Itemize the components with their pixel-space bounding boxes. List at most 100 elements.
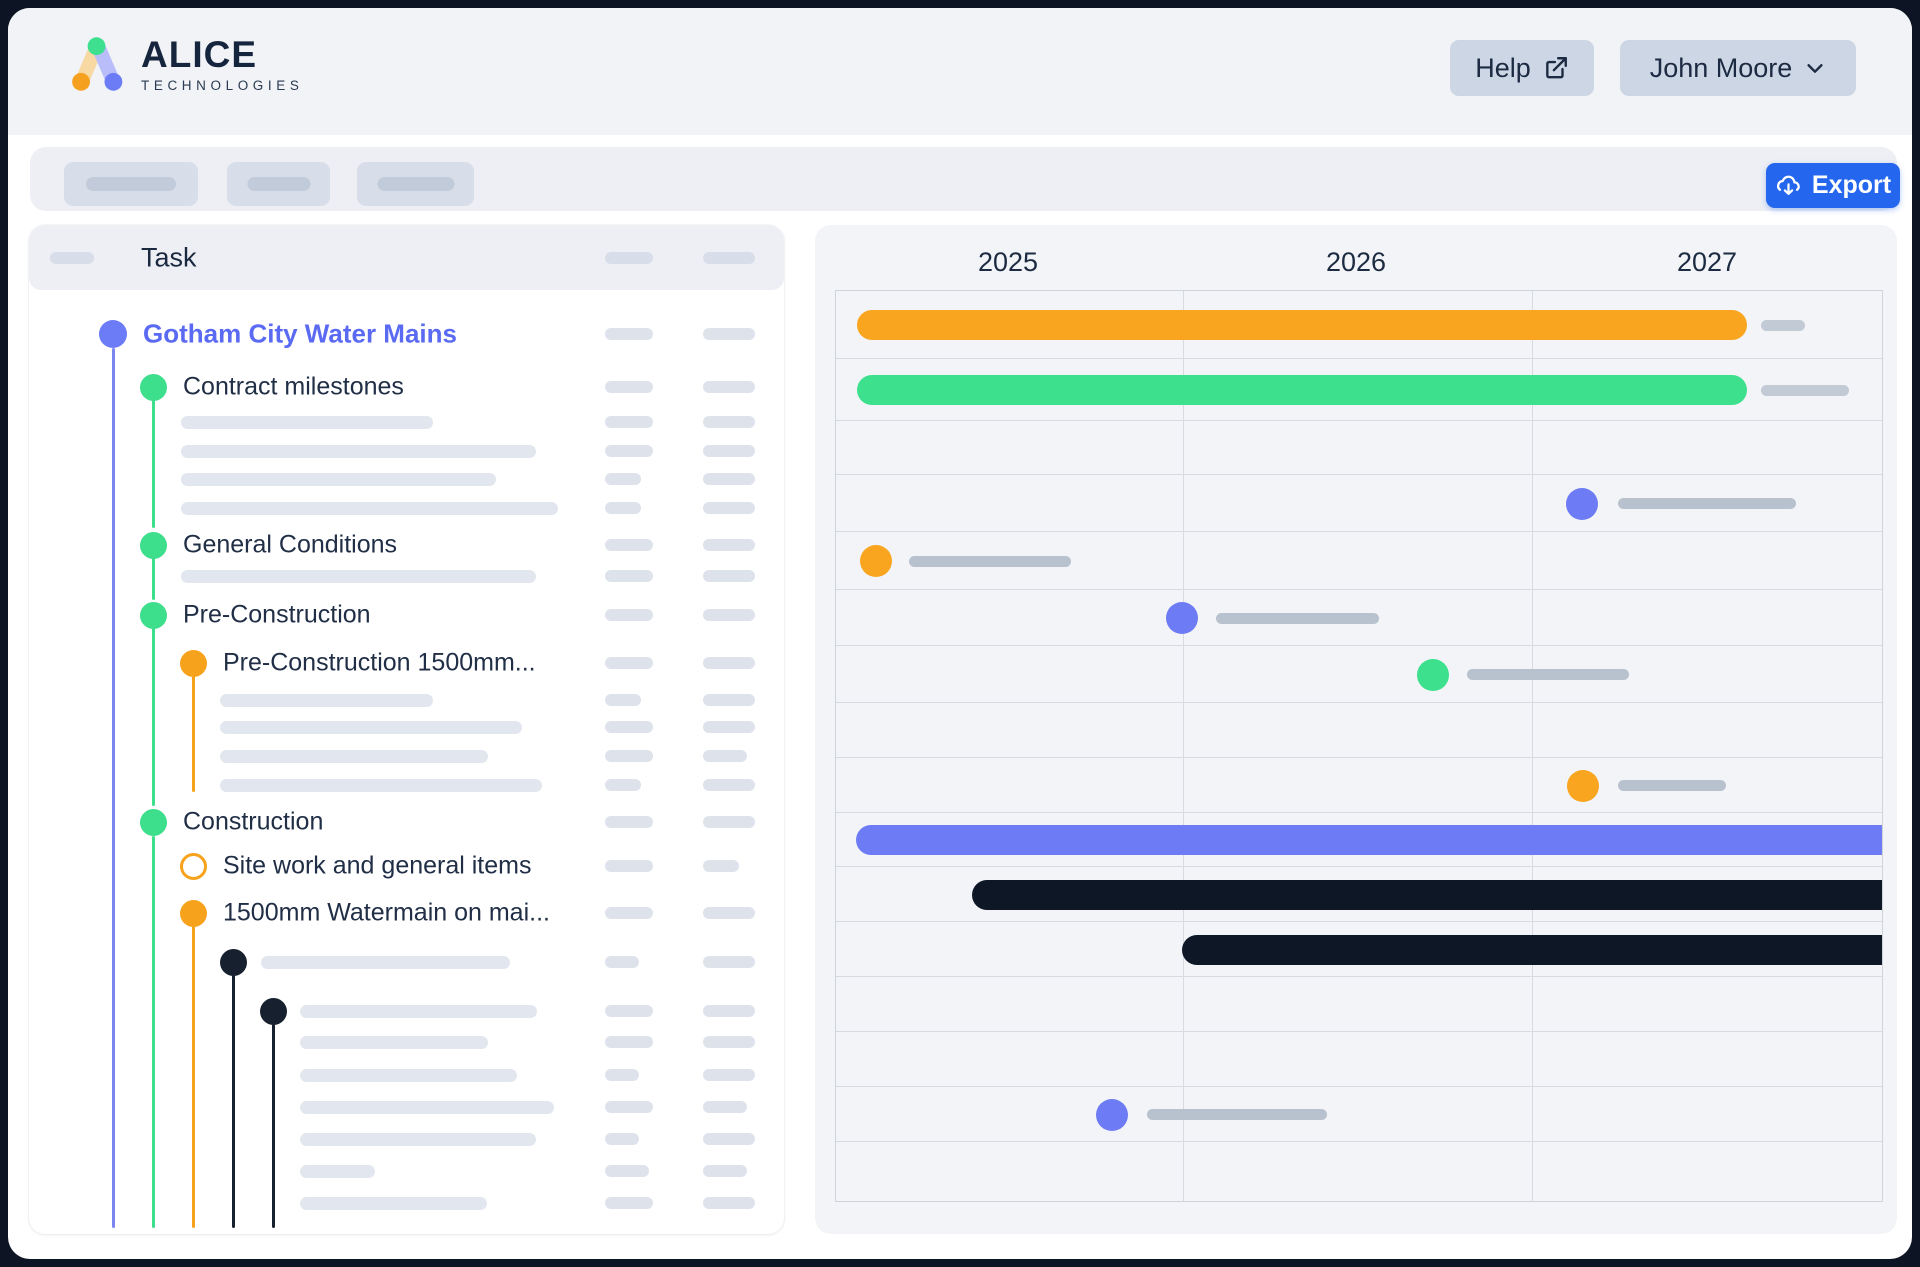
header-column-pill [703, 252, 755, 264]
tree-connector-line [152, 836, 155, 1228]
gantt-milestone[interactable] [1166, 602, 1198, 634]
chevron-down-icon [1804, 57, 1826, 79]
gantt-row [836, 359, 1882, 421]
task-label[interactable]: Site work and general items [223, 852, 531, 881]
tree-node-circle[interactable] [140, 532, 167, 559]
tree-node-circle[interactable] [220, 949, 247, 976]
help-button[interactable]: Help [1450, 40, 1594, 96]
toolbar-placeholder-button-2[interactable] [227, 162, 330, 206]
gantt-duration-line [1147, 1109, 1327, 1120]
task-value-pill [703, 1165, 747, 1177]
task-value-pill [703, 1197, 755, 1209]
task-value-pill [605, 1005, 653, 1017]
tree-node-circle[interactable] [140, 374, 167, 401]
task-value-pill [605, 860, 653, 872]
task-column-header: Task [141, 242, 197, 273]
task-value-pill [605, 816, 653, 828]
task-skeleton-bar [300, 1005, 537, 1018]
gantt-bar[interactable] [856, 825, 1883, 855]
gantt-row [836, 291, 1882, 359]
help-button-label: Help [1475, 53, 1531, 84]
tree-node-circle[interactable] [180, 853, 207, 880]
gantt-milestone[interactable] [1417, 659, 1449, 691]
alice-logo-icon [67, 34, 127, 94]
gantt-bar[interactable] [1182, 935, 1883, 965]
task-value-pill [605, 694, 641, 706]
task-skeleton-bar [181, 416, 433, 429]
gantt-panel: 202520262027 [815, 225, 1897, 1234]
tree-node-circle[interactable] [140, 602, 167, 629]
gantt-row [836, 977, 1882, 1032]
task-value-pill [703, 721, 755, 733]
task-value-pill [703, 609, 755, 621]
task-value-pill [605, 1165, 649, 1177]
task-value-pill [605, 570, 653, 582]
tree-node-circle[interactable] [260, 998, 287, 1025]
task-label[interactable]: Gotham City Water Mains [143, 319, 457, 350]
task-value-pill [605, 1197, 653, 1209]
gantt-bar[interactable] [857, 375, 1747, 405]
gantt-milestone[interactable] [860, 545, 892, 577]
task-value-pill [703, 539, 755, 551]
task-value-pill [703, 1036, 755, 1048]
task-value-pill [605, 721, 653, 733]
gantt-grid [835, 290, 1883, 1202]
task-value-pill [703, 328, 755, 340]
task-value-pill [605, 381, 653, 393]
gantt-bar[interactable] [972, 880, 1883, 910]
gantt-milestone[interactable] [1567, 770, 1599, 802]
gantt-row [836, 1087, 1882, 1142]
task-value-pill [703, 502, 755, 514]
tree-node-circle[interactable] [180, 650, 207, 677]
task-value-pill [703, 445, 755, 457]
gantt-milestone[interactable] [1096, 1099, 1128, 1131]
tree-node-circle[interactable] [99, 320, 127, 348]
gantt-row [836, 590, 1882, 646]
toolbar-placeholder-button-1[interactable] [64, 162, 198, 206]
gantt-end-pill [1761, 320, 1805, 331]
task-skeleton-bar [181, 445, 536, 458]
toolbar-placeholder-button-3[interactable] [357, 162, 474, 206]
toolbar: Export [30, 147, 1897, 211]
tree-node-circle[interactable] [180, 900, 207, 927]
task-skeleton-bar [261, 956, 510, 969]
gantt-milestone[interactable] [1566, 488, 1598, 520]
task-label[interactable]: Pre-Construction 1500mm... [223, 649, 536, 678]
gantt-row [836, 703, 1882, 758]
gantt-row [836, 813, 1882, 867]
task-value-pill [605, 657, 653, 669]
task-skeleton-bar [300, 1133, 536, 1146]
task-list-panel: Task Gotham City Water Mains Contract mil… [29, 225, 784, 1234]
tree-connector-line [112, 348, 115, 1228]
tree-node-circle[interactable] [140, 809, 167, 836]
gantt-row [836, 646, 1882, 703]
task-list-header: Task [29, 225, 784, 290]
export-button-label: Export [1812, 171, 1891, 200]
tree-connector-line [232, 975, 235, 1228]
task-value-pill [703, 657, 755, 669]
toolbar-placeholder-label [86, 177, 176, 191]
gantt-bar[interactable] [857, 310, 1747, 340]
tree-connector-line [192, 926, 195, 1228]
task-value-pill [703, 381, 755, 393]
tree-connector-line [192, 676, 195, 792]
brand-title: ALICE [141, 36, 303, 73]
task-value-pill [703, 473, 755, 485]
toolbar-placeholder-label [247, 177, 310, 191]
year-label: 2027 [1677, 247, 1737, 278]
export-button[interactable]: Export [1766, 163, 1900, 208]
user-name: John Moore [1650, 53, 1793, 84]
task-label[interactable]: 1500mm Watermain on mai... [223, 899, 550, 928]
task-value-pill [605, 502, 641, 514]
task-value-pill [703, 816, 755, 828]
task-value-pill [605, 750, 653, 762]
task-label[interactable]: Contract milestones [183, 373, 404, 402]
user-menu-button[interactable]: John Moore [1620, 40, 1856, 96]
task-label[interactable]: Construction [183, 808, 323, 837]
task-value-pill [605, 1069, 639, 1081]
task-value-pill [605, 473, 641, 485]
task-label[interactable]: Pre-Construction [183, 601, 371, 630]
task-label[interactable]: General Conditions [183, 531, 397, 560]
task-value-pill [605, 328, 653, 340]
task-value-pill [703, 416, 755, 428]
